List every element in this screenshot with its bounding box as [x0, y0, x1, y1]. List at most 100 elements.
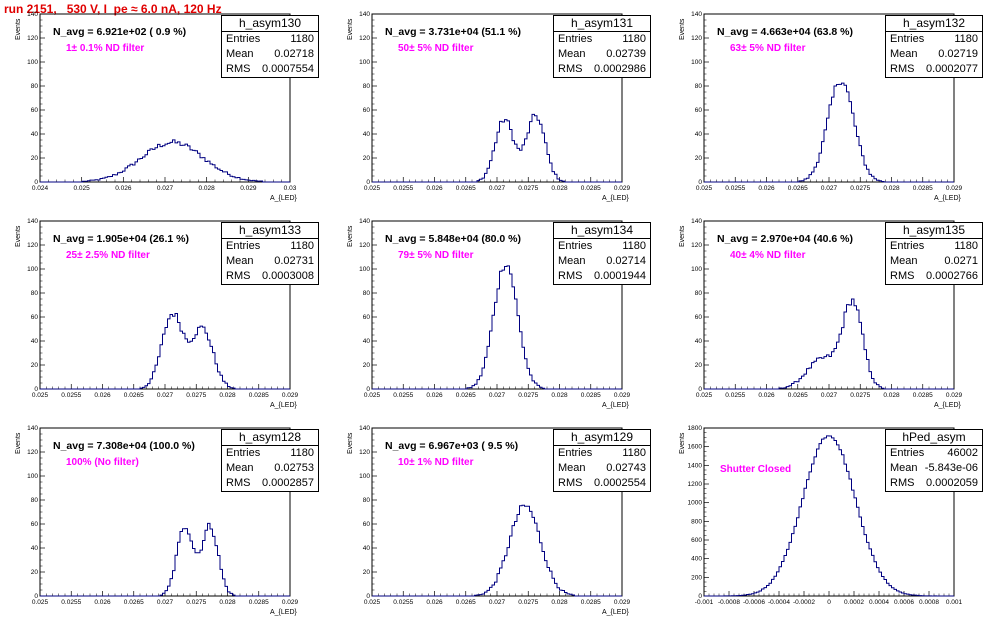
x-tick-label: 0.0265	[124, 599, 144, 606]
x-tick-label: 0.0275	[518, 599, 538, 606]
stats-label-entries: Entries	[226, 447, 261, 459]
stats-label-mean: Mean	[890, 48, 918, 60]
x-tick-label: 0.025	[32, 599, 49, 606]
x-tick-label: 0.028	[199, 185, 216, 192]
x-axis-label: A_{LED}	[934, 195, 961, 202]
y-tick-label: 60	[363, 107, 371, 114]
stats-value-mean: 0.02714	[606, 255, 646, 267]
y-tick-label: 80	[31, 497, 39, 504]
y-tick-label: 100	[691, 59, 702, 66]
y-tick-label: 20	[363, 362, 371, 369]
stats-label-rms: RMS	[226, 63, 251, 75]
y-tick-label: 0	[698, 593, 702, 600]
stats-row-rms: RMS 0.0002986	[554, 62, 650, 77]
x-tick-label: 0.028	[219, 599, 236, 606]
x-axis-label: A_{LED}	[602, 402, 629, 409]
y-tick-label: 1400	[688, 462, 703, 469]
y-axis-label: Events	[679, 18, 686, 40]
y-tick-label: 1000	[688, 500, 703, 507]
stats-label-mean: Mean	[558, 255, 586, 267]
filter-label: 1± 0.1% ND filter	[66, 43, 145, 54]
y-tick-label: 1600	[688, 444, 703, 451]
y-axis-label: Events	[347, 18, 354, 40]
x-tick-label: 0.025	[696, 185, 713, 192]
stats-label-entries: Entries	[890, 447, 925, 459]
stats-row-entries: Entries 1180	[554, 32, 650, 47]
stats-value-rms: 0.0002857	[262, 477, 314, 489]
stats-row-entries: Entries 1180	[222, 446, 318, 461]
stats-value-rms: 0.0002986	[594, 63, 646, 75]
stats-row-mean: Mean 0.02739	[554, 47, 650, 62]
x-tick-label: 0.027	[821, 185, 838, 192]
x-tick-label: 0.026	[426, 392, 443, 399]
y-tick-label: 120	[359, 449, 370, 456]
filter-label: 100% (No filter)	[66, 457, 139, 468]
histogram-line	[372, 504, 622, 597]
stats-row-mean: Mean 0.0271	[886, 254, 982, 269]
y-tick-label: 0	[698, 386, 702, 393]
x-tick-label: 0.027	[489, 599, 506, 606]
x-tick-label: 0.025	[364, 185, 381, 192]
y-tick-label: 120	[691, 35, 702, 42]
stats-label-entries: Entries	[890, 33, 925, 45]
x-tick-label: -0.0008	[718, 599, 740, 606]
y-tick-label: 120	[27, 449, 38, 456]
y-tick-label: 200	[691, 574, 702, 581]
y-tick-label: 100	[27, 266, 38, 273]
x-tick-label: 0.025	[364, 599, 381, 606]
n-avg-label: N_avg = 7.308e+04 (100.0 %)	[53, 440, 195, 452]
x-tick-label: 0.0255	[393, 185, 413, 192]
y-tick-label: 60	[31, 107, 39, 114]
stats-value-mean: 0.02731	[274, 255, 314, 267]
stats-label-mean: Mean	[558, 48, 586, 60]
stats-value-mean: -5.843e-06	[924, 462, 978, 474]
x-tick-label: -0.0006	[743, 599, 765, 606]
n-avg-label: N_avg = 5.848e+04 (80.0 %)	[385, 233, 522, 245]
stats-label-rms: RMS	[890, 63, 915, 75]
x-tick-label: 0.0265	[788, 392, 808, 399]
x-tick-label: 0.0275	[186, 392, 206, 399]
x-tick-label: 0.027	[821, 392, 838, 399]
x-tick-label: 0.0255	[393, 392, 413, 399]
stats-value-entries: 1180	[954, 240, 978, 252]
histogram-pad-h_asym135: 0.025 0.0255 0.026 0.0265 0.027 0.0275 0.028 0.…	[664, 207, 996, 414]
x-axis-label: A_{LED}	[270, 402, 297, 409]
x-tick-label: 0.0285	[249, 599, 269, 606]
stats-value-rms: 0.0002077	[926, 63, 978, 75]
stats-value-entries: 1180	[290, 447, 314, 459]
stats-label-entries: Entries	[558, 447, 593, 459]
x-tick-label: 0	[827, 599, 831, 606]
y-tick-label: 120	[27, 242, 38, 249]
y-tick-label: 0	[366, 386, 370, 393]
filter-label: Shutter Closed	[720, 464, 792, 475]
y-tick-label: 40	[695, 338, 703, 345]
stats-row-mean: Mean 0.02719	[886, 47, 982, 62]
y-tick-label: 80	[31, 83, 39, 90]
x-tick-label: 0.028	[551, 599, 568, 606]
y-tick-label: 100	[27, 473, 38, 480]
histogram-plot: 0.025 0.0255 0.026 0.0265 0.027 0.0275 0.028 0.…	[27, 425, 298, 606]
y-tick-label: 120	[27, 35, 38, 42]
y-tick-label: 20	[31, 362, 39, 369]
stats-box: h_asym133 Entries 1180 Mean 0.02731 RMS 0.0003…	[221, 222, 319, 285]
histogram-line	[704, 298, 954, 390]
stats-row-mean: Mean 0.02731	[222, 254, 318, 269]
stats-row-rms: RMS 0.0002059	[886, 476, 982, 491]
x-tick-label: 0.026	[94, 392, 111, 399]
stats-row-rms: RMS 0.0003008	[222, 269, 318, 284]
stats-row-rms: RMS 0.0002554	[554, 476, 650, 491]
x-tick-label: 0.027	[157, 599, 174, 606]
x-tick-label: 0.0275	[850, 392, 870, 399]
y-tick-label: 60	[31, 314, 39, 321]
x-tick-label: 0.029	[282, 392, 299, 399]
stats-box: h_asym130 Entries 1180 Mean 0.02718 RMS 0.0007…	[221, 15, 319, 78]
stats-row-mean: Mean 0.02714	[554, 254, 650, 269]
histogram-plot: 0.025 0.0255 0.026 0.0265 0.027 0.0275 0.028 0.…	[27, 218, 299, 399]
y-tick-label: 40	[363, 545, 371, 552]
y-tick-label: 0	[34, 386, 38, 393]
y-tick-label: 60	[695, 107, 703, 114]
y-tick-label: 80	[363, 290, 371, 297]
stats-value-mean: 0.0271	[944, 255, 978, 267]
x-tick-label: 0.0255	[725, 185, 745, 192]
x-tick-label: 0.0275	[518, 392, 538, 399]
